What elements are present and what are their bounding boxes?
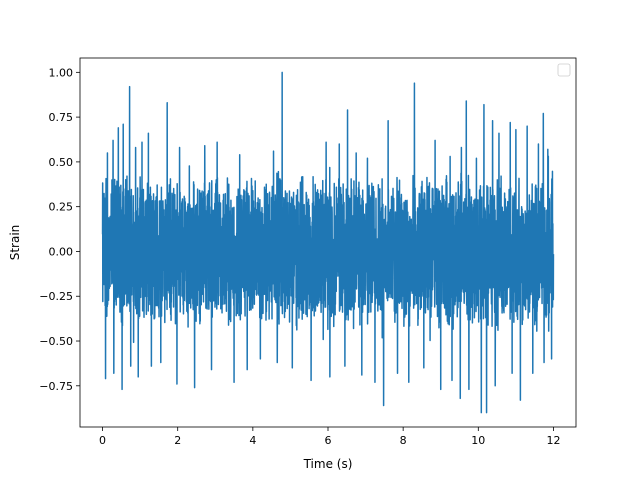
x-axis: 0 2 4 6 8 10 12 [99,427,560,447]
y-axis-label: Strain [8,225,22,261]
y-tick-label: 0.00 [49,245,74,258]
series-line [101,71,555,414]
x-axis-label: Time (s) [303,457,353,471]
x-tick-label: 6 [325,434,332,447]
y-tick-label: −0.25 [39,290,73,303]
y-tick-label: 1.00 [49,66,74,79]
legend-box[interactable] [557,63,571,77]
x-tick-label: 0 [99,434,106,447]
x-tick-label: 2 [174,434,181,447]
x-tick-label: 10 [471,434,485,447]
series-layer [101,71,555,414]
y-tick-label: −0.75 [39,380,73,393]
x-tick-label: 4 [249,434,256,447]
y-axis: −0.75 −0.50 −0.25 0.00 0.25 0.50 0.75 1.00 [39,66,80,393]
y-tick-label: 0.50 [49,156,74,169]
y-tick-label: −0.50 [39,335,73,348]
x-tick-label: 8 [400,434,407,447]
y-tick-label: 0.25 [49,201,74,214]
x-tick-label: 12 [546,434,560,447]
y-tick-label: 0.75 [49,111,74,124]
